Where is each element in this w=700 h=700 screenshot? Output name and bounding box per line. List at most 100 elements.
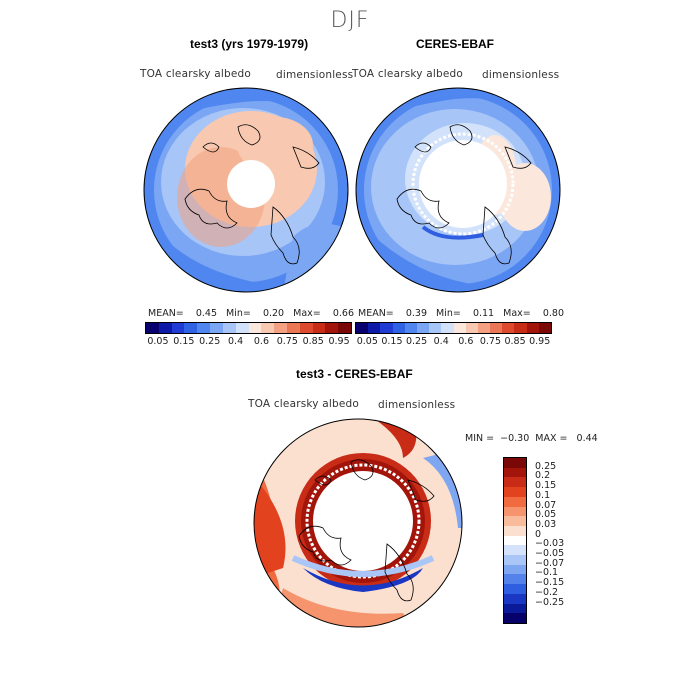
colorbar-swatch [504, 564, 526, 575]
colorbar-swatch [356, 323, 369, 333]
colorbar-tick-label: 0.07 [535, 499, 557, 511]
panel1-polar-map [143, 87, 349, 293]
colorbar-swatch [248, 323, 262, 333]
colorbar-swatch [526, 323, 539, 333]
panel1-stats: MEAN= 0.45 Min= 0.20 Max= 0.66 [148, 308, 354, 319]
colorbar-tick-label: 0.15 [535, 480, 557, 492]
colorbar-swatch [504, 613, 526, 623]
colorbar-swatch [477, 323, 491, 333]
panel2-colorbar [355, 322, 552, 334]
panel2-polar-map [355, 87, 561, 293]
colorbar-swatch [504, 458, 526, 468]
colorbar-swatch [299, 323, 313, 333]
colorbar-tick-label: 0.75 [479, 336, 502, 347]
colorbar-swatch [504, 487, 526, 497]
colorbar-swatch [210, 323, 223, 333]
colorbar-swatch [274, 323, 287, 333]
colorbar-tick-label: 0.6 [458, 336, 474, 347]
colorbar-swatch [504, 535, 526, 546]
colorbar-swatch [368, 323, 381, 333]
panel1-title: test3 (yrs 1979-1979) [190, 37, 309, 51]
panel3-stats: MIN = −0.30 MAX = 0.44 [465, 433, 598, 444]
colorbar-swatch [504, 525, 526, 536]
colorbar-swatch [235, 323, 249, 333]
colorbar-swatch [325, 323, 339, 333]
colorbar-swatch [504, 603, 526, 614]
colorbar-swatch [429, 323, 442, 333]
colorbar-tick-label: 0.85 [504, 336, 526, 347]
colorbar-tick-label: −0.07 [535, 557, 565, 569]
panel3-colorbar [503, 457, 527, 624]
panel3-title: test3 - CERES-EBAF [296, 367, 413, 381]
colorbar-tick-label: 0.05 [147, 336, 169, 347]
colorbar-tick-label: 0.15 [173, 336, 195, 347]
colorbar-swatch [261, 323, 275, 333]
colorbar-swatch [490, 323, 503, 333]
colorbar-swatch [465, 323, 478, 333]
colorbar-tick-label: 0.25 [405, 336, 428, 347]
panel2-stats: MEAN= 0.39 Min= 0.11 Max= 0.80 [358, 308, 564, 319]
panel2-colorbar-ticks: 0.05 0.15 0.25 0.4 0.6 0.75 0.85 0.95 [355, 336, 552, 348]
colorbar-swatch [504, 545, 526, 556]
panel1-units: dimensionless [276, 69, 354, 81]
colorbar-swatch [338, 323, 351, 333]
colorbar-tick-label: 0.4 [433, 336, 449, 347]
panel3-units: dimensionless [378, 399, 456, 411]
colorbar-swatch [197, 323, 211, 333]
colorbar-tick-label: 0.15 [381, 336, 403, 347]
panel2-var-label: TOA clearsky albedo [352, 68, 464, 80]
colorbar-swatch [286, 323, 300, 333]
colorbar-swatch [312, 323, 326, 333]
colorbar-tick-label: 0.05 [535, 509, 557, 521]
colorbar-swatch [158, 323, 172, 333]
colorbar-tick-label: 0.4 [228, 336, 244, 347]
panel3-colorbar-ticks: 0.25 0.2 0.15 0.1 0.07 0.05 0.03 0 −0.03 −0.05 −0.… [535, 457, 595, 627]
colorbar-tick-label: −0.25 [535, 596, 565, 608]
colorbar-swatch [453, 323, 466, 333]
colorbar-swatch [514, 323, 527, 333]
panel3-var-label: TOA clearsky albedo [248, 398, 360, 410]
colorbar-tick-label: 0.85 [302, 336, 324, 347]
colorbar-tick-label: −0.15 [535, 577, 565, 589]
colorbar-tick-label: 0.6 [253, 336, 269, 347]
colorbar-swatch [504, 516, 526, 526]
colorbar-swatch [222, 323, 236, 333]
colorbar-swatch [171, 323, 185, 333]
colorbar-tick-label: 0.1 [535, 489, 551, 501]
panel1-var-label: TOA clearsky albedo [140, 68, 252, 80]
colorbar-tick-label: −0.05 [535, 548, 565, 560]
colorbar-tick-label: 0.25 [535, 460, 557, 472]
colorbar-swatch [504, 506, 526, 517]
colorbar-swatch [504, 574, 526, 585]
colorbar-tick-label: −0.2 [535, 586, 559, 598]
panel2-title: CERES-EBAF [416, 37, 495, 51]
colorbar-swatch [404, 323, 417, 333]
colorbar-tick-label: −0.1 [535, 567, 559, 579]
colorbar-swatch [504, 496, 526, 507]
colorbar-tick-label: 0.25 [199, 336, 221, 347]
colorbar-swatch [504, 584, 526, 594]
colorbar-tick-label: 0.95 [328, 336, 350, 347]
panel1-colorbar [145, 322, 352, 334]
colorbar-tick-label: −0.03 [535, 538, 565, 550]
colorbar-swatch [502, 323, 515, 333]
panel2-units: dimensionless [482, 69, 560, 81]
panel1-colorbar-ticks: 0.05 0.15 0.25 0.4 0.6 0.75 0.85 0.95 [145, 336, 352, 348]
colorbar-tick-label: 0 [535, 528, 542, 540]
colorbar-swatch [146, 323, 159, 333]
panel3-polar-map [253, 418, 463, 628]
season-title: DJF [330, 8, 370, 33]
colorbar-swatch [504, 467, 526, 478]
colorbar-tick-label: 0.75 [276, 336, 298, 347]
colorbar-swatch [538, 323, 551, 333]
colorbar-swatch [441, 323, 454, 333]
colorbar-swatch [504, 593, 526, 604]
colorbar-tick-label: 0.95 [529, 336, 551, 347]
colorbar-tick-label: 0.2 [535, 470, 551, 482]
colorbar-swatch [392, 323, 405, 333]
colorbar-swatch [184, 323, 198, 333]
colorbar-swatch [504, 555, 526, 565]
colorbar-tick-label: 0.05 [356, 336, 378, 347]
colorbar-swatch [416, 323, 430, 333]
colorbar-swatch [380, 323, 393, 333]
